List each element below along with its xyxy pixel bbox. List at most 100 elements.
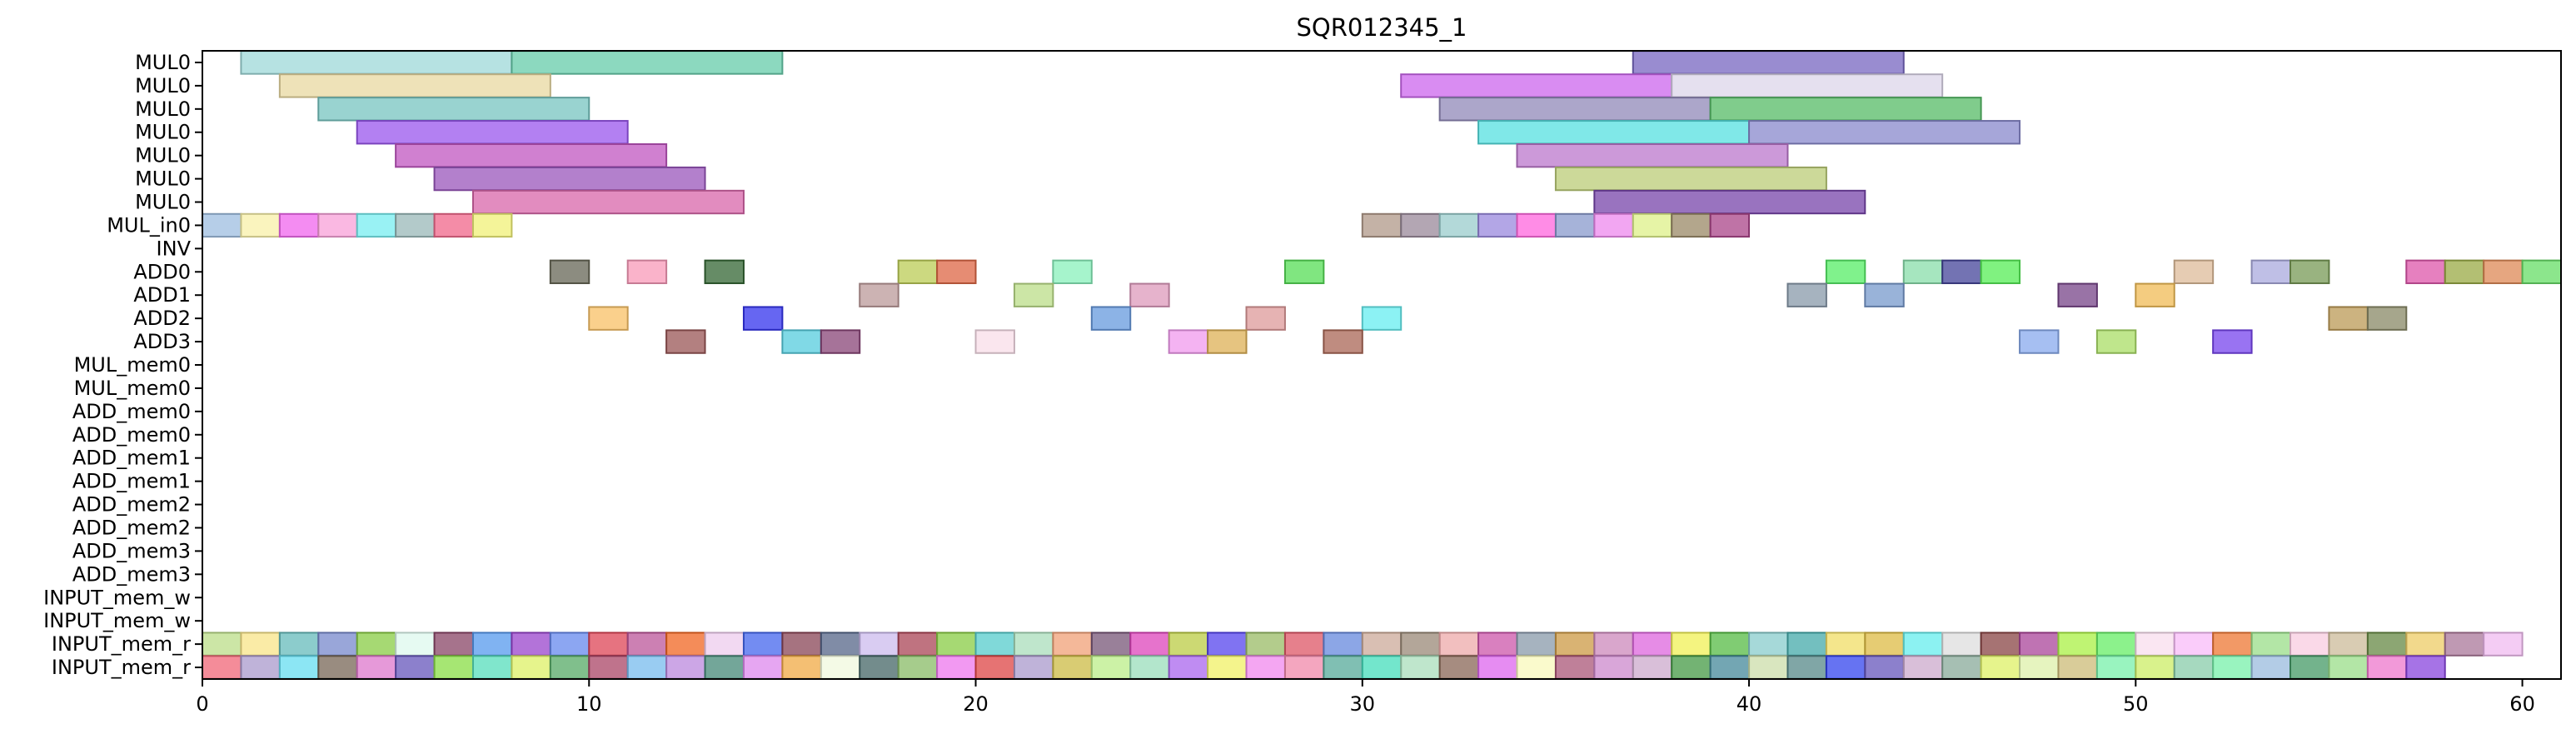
task-bar (1902, 632, 1944, 657)
task-bar (2212, 329, 2253, 354)
task-bar (2057, 655, 2098, 680)
y-tick-label: MUL_mem0 (74, 353, 191, 377)
task-bar (704, 632, 745, 657)
task-bar (1748, 120, 2021, 145)
task-bar (278, 212, 320, 238)
task-bar (1361, 632, 1403, 657)
task-bar (781, 632, 822, 657)
task-bar (1825, 655, 1866, 680)
task-bar (1438, 97, 1712, 122)
task-bar (1980, 259, 2021, 284)
task-bar (471, 189, 745, 215)
task-bar (1052, 655, 1093, 680)
y-tick-label: MUL0 (135, 97, 191, 121)
task-bar (2250, 655, 2292, 680)
task-bar (1438, 655, 1480, 680)
task-bar (278, 73, 551, 98)
task-bar (2212, 632, 2253, 657)
y-tick-label: MUL_mem0 (74, 377, 191, 400)
task-bar (897, 632, 939, 657)
task-bar (471, 632, 513, 657)
chart-title: SQR012345_1 (1296, 13, 1467, 42)
task-bar (665, 329, 706, 354)
y-axis: MUL0MUL0MUL0MUL0MUL0MUL0MUL0MUL_in0INVAD… (43, 51, 202, 679)
task-bar (278, 632, 320, 657)
x-tick-label: 40 (1736, 692, 1762, 716)
task-bar (1052, 632, 1093, 657)
y-tick-label: MUL0 (135, 51, 191, 74)
task-bar (781, 655, 822, 680)
y-tick-label: INPUT_mem_r (52, 632, 191, 656)
task-bar (240, 50, 513, 75)
task-bar (974, 329, 1015, 354)
task-bar (665, 632, 706, 657)
task-bar (433, 166, 706, 192)
task-bar (974, 655, 1015, 680)
task-bar (1864, 282, 1905, 307)
task-bar (588, 306, 629, 331)
task-bar (1477, 632, 1518, 657)
task-bar (1438, 212, 1480, 238)
task-bar (2057, 632, 2098, 657)
task-bar (859, 655, 899, 680)
task-bar (433, 212, 474, 238)
task-bar (395, 142, 668, 168)
task-bar (1864, 655, 1905, 680)
task-bar (742, 632, 784, 657)
task-bar (2212, 655, 2253, 680)
task-bar (1013, 655, 1054, 680)
y-tick-label: ADD0 (133, 260, 191, 283)
task-bar (1361, 212, 1403, 238)
task-bar (471, 655, 513, 680)
task-bar (1632, 50, 1905, 75)
task-bar (1593, 632, 1634, 657)
task-bar (278, 655, 320, 680)
task-bar (1902, 655, 1944, 680)
task-bar (936, 259, 977, 284)
task-bar (781, 329, 822, 354)
task-bar (356, 655, 397, 680)
task-bar (2366, 306, 2408, 331)
task-bar (704, 655, 745, 680)
task-bar (1207, 329, 1248, 354)
task-bar (1323, 655, 1363, 680)
task-bar (2405, 259, 2446, 284)
x-tick-label: 10 (576, 692, 602, 716)
task-bar (2019, 329, 2060, 354)
task-bar (1477, 212, 1518, 238)
plot-frame (202, 50, 2562, 680)
task-bar (1323, 632, 1363, 657)
task-bar (1671, 212, 1712, 238)
task-bar (859, 282, 899, 307)
task-bar (1786, 632, 1827, 657)
task-bar (1129, 282, 1170, 307)
task-bar (202, 632, 242, 657)
task-bar (2444, 632, 2485, 657)
y-tick-label: ADD_mem1 (72, 447, 191, 470)
task-bar (1709, 97, 1982, 122)
task-bar (2135, 655, 2175, 680)
task-bar (2057, 282, 2098, 307)
task-bar (1283, 259, 1325, 284)
task-bar (820, 655, 861, 680)
task-bar (2328, 632, 2369, 657)
task-bar (2328, 655, 2369, 680)
task-bar (742, 306, 784, 331)
task-bar (1090, 632, 1132, 657)
task-bar (1361, 655, 1403, 680)
y-tick-label: ADD_mem0 (72, 400, 191, 423)
task-bar (317, 655, 358, 680)
x-tick-label: 20 (963, 692, 989, 716)
task-bar (2173, 632, 2215, 657)
task-bar (1283, 655, 1325, 680)
task-bar (897, 259, 939, 284)
y-tick-label: MUL0 (135, 74, 191, 97)
task-bar (1090, 655, 1132, 680)
task-bar (395, 655, 436, 680)
task-bar (1671, 73, 1944, 98)
task-bar (1941, 259, 1982, 284)
task-bar (549, 655, 590, 680)
x-axis: 0 10 20 30 40 50 60 (196, 679, 2535, 716)
task-bar (1554, 212, 1596, 238)
